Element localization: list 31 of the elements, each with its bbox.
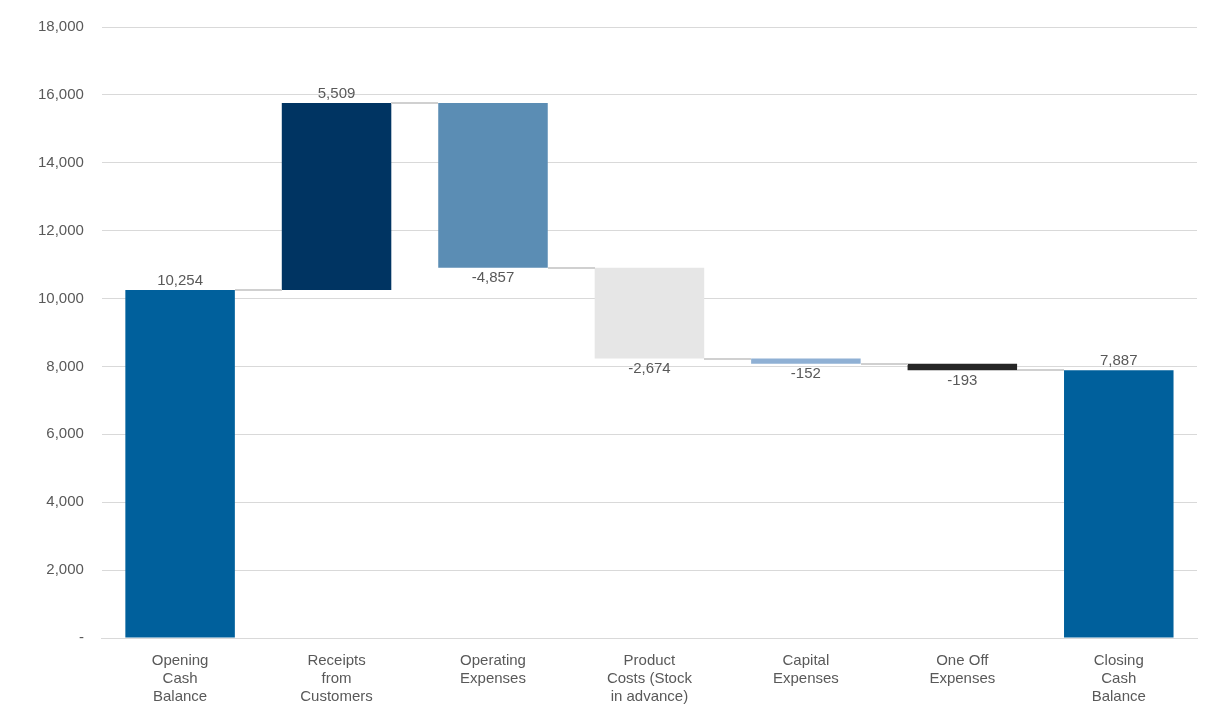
x-tick-label: Closing Cash Balance — [1091, 651, 1146, 705]
y-tick-label: 12,000 — [37, 220, 84, 238]
y-tick-label: 16,000 — [37, 85, 84, 103]
x-tick-label: Product Costs (Stock in advance) — [606, 651, 693, 705]
bar — [907, 363, 1018, 371]
data-label: 10,254 — [157, 270, 204, 288]
y-tick-label: 8,000 — [46, 356, 84, 374]
y-tick-label: - — [78, 628, 84, 646]
y-tick-label: 10,000 — [37, 288, 84, 306]
data-label: -193 — [947, 370, 978, 388]
y-tick-label: 14,000 — [37, 152, 84, 170]
y-tick-label: 2,000 — [46, 560, 84, 578]
y-tick-label: 18,000 — [37, 17, 84, 35]
y-tick-label: 6,000 — [46, 424, 84, 442]
x-tick-label: Opening Cash Balance — [151, 651, 209, 705]
bar — [125, 289, 235, 638]
bar — [438, 102, 548, 268]
data-label: 7,887 — [1100, 350, 1138, 368]
data-label: -2,674 — [628, 359, 671, 377]
y-tick-label: 4,000 — [46, 492, 84, 510]
x-tick-label: Capital Expenses — [772, 651, 839, 687]
bar — [281, 102, 392, 290]
x-tick-label: Receipts from Customers — [300, 651, 373, 705]
data-label: 5,509 — [317, 83, 356, 101]
data-label: -4,857 — [471, 268, 515, 286]
data-label: -152 — [790, 364, 821, 382]
bar — [1064, 370, 1174, 638]
x-tick-label: Operating Expenses — [460, 651, 526, 687]
bar — [594, 267, 705, 359]
x-tick-label: One Off Expenses — [929, 651, 996, 687]
bar — [751, 358, 861, 364]
